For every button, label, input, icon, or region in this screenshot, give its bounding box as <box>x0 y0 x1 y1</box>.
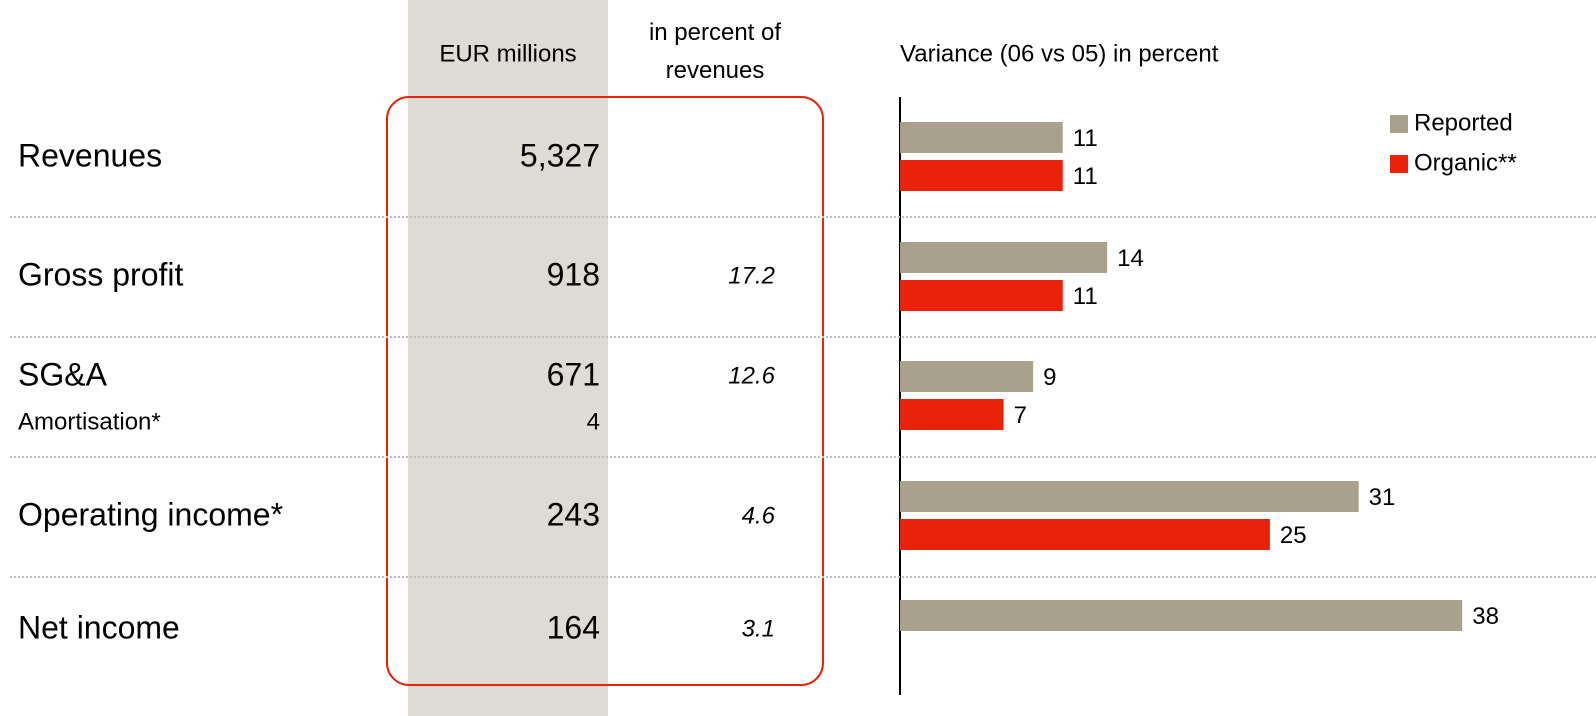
column-header: EUR millions <box>439 40 576 67</box>
row-percent: 4.6 <box>742 502 776 529</box>
chart-title: Variance (06 vs 05) in percent <box>900 40 1219 67</box>
bar <box>900 280 1063 311</box>
data-label: 11 <box>1073 125 1098 152</box>
row-percent: 12.6 <box>728 362 775 389</box>
row-value: 671 <box>547 356 600 392</box>
data-label: 38 <box>1472 603 1499 630</box>
row-label: Amortisation* <box>18 408 161 435</box>
row-label: SG&A <box>18 356 108 392</box>
row-label: Net income <box>18 609 180 645</box>
row-value: 5,327 <box>520 137 600 173</box>
bar <box>900 399 1004 430</box>
legend-label: Organic** <box>1414 149 1517 176</box>
row-value: 4 <box>587 408 600 435</box>
row-percent: 17.2 <box>728 262 775 289</box>
row-value: 243 <box>547 496 600 532</box>
bar <box>900 519 1270 550</box>
highlight-column <box>408 0 608 716</box>
row-label: Revenues <box>18 137 162 173</box>
row-value: 918 <box>547 256 600 292</box>
legend-label: Reported <box>1414 109 1513 136</box>
bar <box>900 122 1063 153</box>
row-value: 164 <box>547 609 600 645</box>
column-header: in percent of revenues <box>648 19 782 84</box>
data-label: 25 <box>1280 522 1307 549</box>
column-header-box: in percent of revenues <box>648 19 782 84</box>
legend-swatch <box>1390 115 1408 133</box>
frame <box>386 96 824 686</box>
data-label: 11 <box>1073 163 1098 190</box>
data-label: 31 <box>1369 484 1396 511</box>
bar <box>900 242 1108 273</box>
bar <box>900 481 1359 512</box>
row-percent: 3.1 <box>742 615 775 642</box>
bar <box>900 361 1034 392</box>
row-label: Operating income* <box>18 496 283 532</box>
data-label: 11 <box>1073 283 1098 310</box>
data-label: 9 <box>1043 364 1056 391</box>
bar <box>900 160 1063 191</box>
row-label: Gross profit <box>18 256 183 292</box>
data-label: 7 <box>1014 402 1027 429</box>
data-label: 14 <box>1117 245 1144 272</box>
legend-swatch <box>1390 155 1408 173</box>
bar <box>900 600 1463 631</box>
